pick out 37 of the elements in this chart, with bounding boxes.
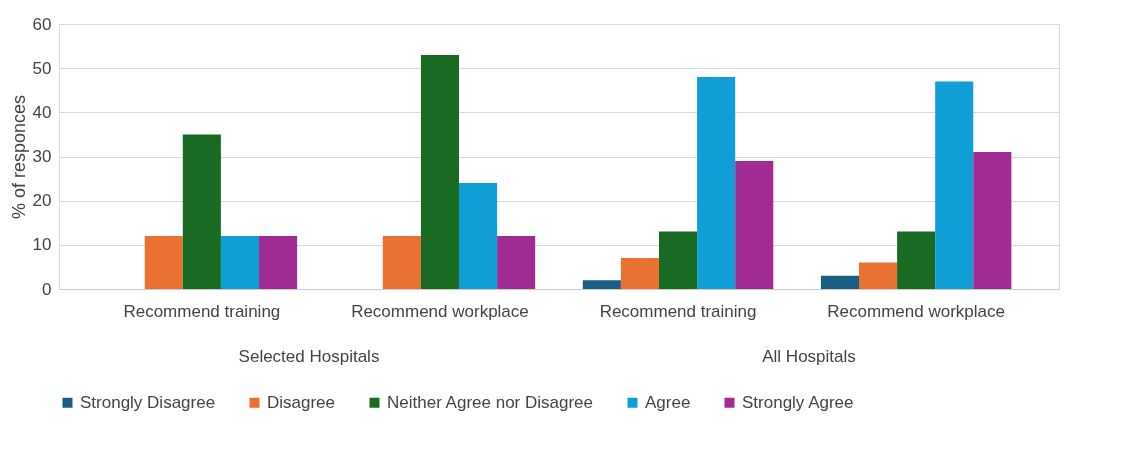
bar — [897, 231, 936, 289]
bar — [382, 236, 421, 289]
legend-label: Strongly Disagree — [80, 392, 216, 412]
x-tick-label: Recommend training — [123, 301, 281, 321]
x-tick-label: Recommend workplace — [351, 301, 529, 321]
legend-label: Neither Agree nor Disagree — [387, 392, 594, 412]
text: Selected Hospitals — [238, 347, 380, 366]
bar — [220, 236, 259, 289]
y-tick-label: 0 — [42, 279, 52, 299]
bar — [735, 160, 774, 289]
bar — [820, 275, 859, 289]
bar — [420, 54, 459, 289]
bar — [935, 81, 974, 289]
legend-label: Agree — [645, 392, 691, 412]
x-tick-label: Recommend workplace — [827, 301, 1005, 321]
y-tick-label: 50 — [32, 58, 52, 78]
x-tick-label: Recommend training — [599, 301, 757, 321]
bar — [459, 183, 498, 289]
y-tick-label: 30 — [32, 147, 52, 166]
bar — [973, 152, 1012, 289]
bar — [659, 231, 698, 289]
bar — [259, 236, 298, 289]
y-tick-label: 40 — [32, 102, 52, 122]
bar — [144, 236, 183, 289]
y-tick-label: 20 — [32, 191, 52, 211]
legend-label: Disagree — [267, 392, 336, 412]
bar — [859, 262, 898, 289]
bar — [697, 77, 736, 289]
legend-label: Strongly Agree — [742, 392, 854, 412]
y-axis-title: % of responces — [8, 94, 29, 220]
bar — [182, 134, 221, 289]
bar — [497, 236, 536, 289]
y-tick-label: 60 — [32, 14, 52, 34]
bar — [582, 280, 621, 289]
bar — [620, 258, 659, 289]
y-tick-label: 10 — [32, 235, 52, 255]
text: All Hospitals — [762, 347, 856, 366]
